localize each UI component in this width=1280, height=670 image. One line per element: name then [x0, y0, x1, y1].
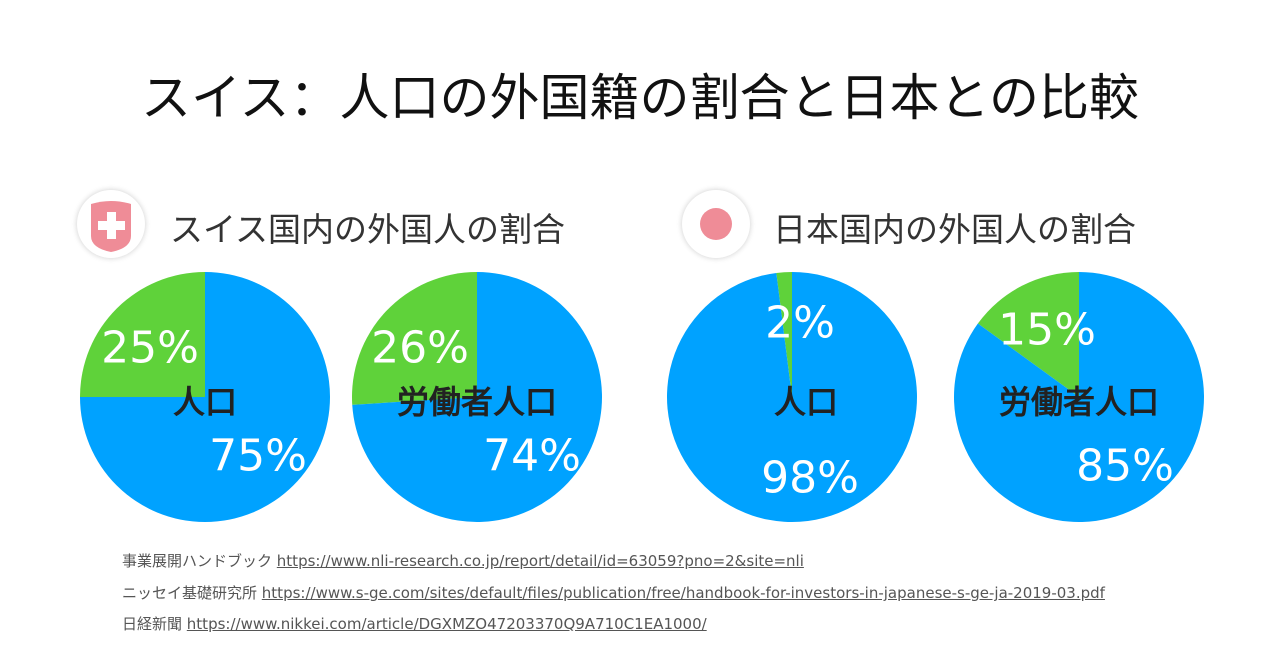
pie-2-slice-1 [352, 272, 477, 405]
source-name: ニッセイ基礎研究所 [122, 584, 258, 602]
source-name: 事業展開ハンドブック [122, 552, 273, 570]
japan-flag-icon [682, 190, 750, 258]
pie-3-slice-1 [776, 272, 792, 397]
pie-1-name: 人口 [172, 383, 238, 421]
pie-1-majority-label: 75% [209, 430, 307, 482]
pie-4-majority-label: 85% [1076, 440, 1174, 492]
page-title: スイス：人口の外国籍の割合と日本との比較 [141, 69, 1139, 127]
pie-1-foreign-label: 25% [101, 322, 199, 374]
swiss-heading: スイス国内の外国人の割合 [170, 210, 566, 249]
pie-3-majority-label: 98% [761, 452, 859, 504]
source-2: ニッセイ基礎研究所 https://www.s-ge.com/sites/def… [122, 582, 1105, 603]
source-3: 日経新聞 https://www.nikkei.com/article/DGXM… [122, 613, 707, 634]
source-name: 日経新聞 [122, 615, 183, 633]
source-link[interactable]: https://www.s-ge.com/sites/default/files… [261, 584, 1105, 602]
pie-4-foreign-label: 15% [998, 304, 1096, 356]
pie-3-slice-2 [666, 272, 917, 522]
source-link[interactable]: https://www.nikkei.com/article/DGXMZO472… [186, 615, 707, 633]
pie-3-foreign-label: 2% [765, 297, 835, 349]
pie-2-foreign-label: 26% [371, 322, 469, 374]
pie-4-slice-1 [977, 272, 1079, 397]
pie-2-slice-2 [352, 272, 603, 522]
source-1: 事業展開ハンドブック https://www.nli-research.co.j… [122, 550, 804, 571]
source-link[interactable]: https://www.nli-research.co.jp/report/de… [276, 552, 804, 570]
pie-4-name: 労働者人口 [998, 383, 1160, 421]
pie-2-name: 労働者人口 [396, 383, 558, 421]
japan-heading: 日本国内の外国人の割合 [773, 210, 1136, 249]
pie-1-slice-2 [80, 272, 330, 522]
pie-1-slice-1 [80, 272, 205, 397]
pie-4-slice-2 [953, 272, 1204, 522]
pie-3-name: 人口 [773, 383, 839, 421]
pie-2-majority-label: 74% [483, 430, 581, 482]
swiss-flag-icon [77, 190, 145, 258]
